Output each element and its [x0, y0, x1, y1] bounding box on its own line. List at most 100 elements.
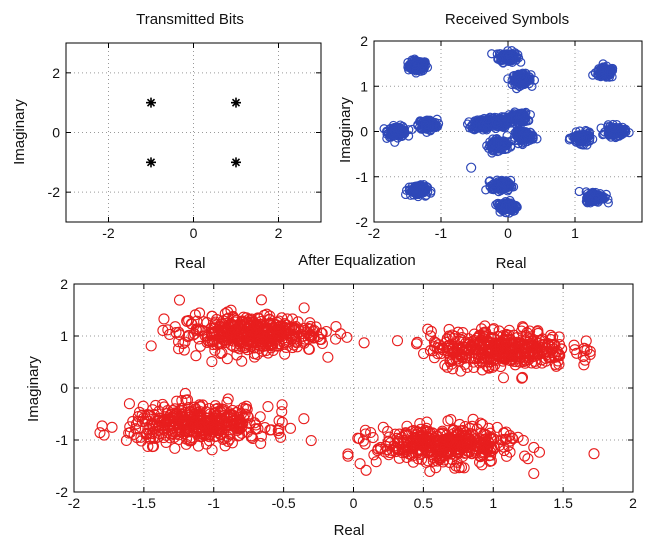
equalized-marker [284, 422, 297, 434]
equalized-marker [178, 344, 190, 356]
y-tick-label: 0 [360, 124, 368, 140]
equalized-marker [457, 450, 469, 462]
x-tick-label: 1 [489, 495, 497, 511]
equalized-marker [584, 348, 596, 361]
equalized-marker [150, 399, 162, 411]
equalized-marker [496, 337, 508, 349]
equalized-marker [357, 435, 369, 447]
equalized-marker [145, 340, 157, 352]
equalized-marker [504, 446, 516, 458]
x-axis-label: Real [496, 255, 527, 272]
equalized-marker [194, 340, 206, 352]
equalized-marker [449, 330, 461, 343]
equalized-marker [458, 462, 470, 474]
equalized-marker [160, 436, 172, 449]
equalized-marker [217, 321, 229, 333]
equalized-marker [219, 335, 231, 347]
equalized-marker [485, 431, 497, 443]
equalized-marker [158, 313, 170, 325]
equalized-marker [191, 315, 203, 327]
equalized-marker [220, 336, 232, 349]
equalized-marker [179, 336, 191, 348]
equalized-marker [183, 314, 195, 327]
symbol-marker [586, 189, 596, 199]
symbol-marker [510, 79, 520, 89]
equalized-marker [330, 321, 342, 333]
equalized-marker [292, 316, 304, 328]
equalized-marker [218, 326, 230, 338]
equalized-marker [164, 328, 176, 341]
equalized-marker [424, 465, 436, 477]
equalized-marker [298, 322, 310, 335]
equalized-marker [196, 412, 208, 424]
symbol-marker [504, 181, 515, 192]
symbol-marker [411, 184, 421, 194]
equalized-marker [269, 331, 281, 343]
symbol-marker [390, 122, 400, 133]
equalized-marker [461, 361, 473, 374]
equalized-marker [124, 421, 136, 433]
x-tick-label: -2 [102, 225, 115, 241]
equalized-marker [519, 348, 531, 360]
equalized-marker [341, 331, 353, 343]
equalized-marker [439, 440, 451, 452]
y-axis-label: Imaginary [11, 99, 28, 165]
equalized-marker [487, 361, 499, 373]
equalized-marker [150, 419, 162, 431]
equalized-marker [249, 329, 261, 341]
equalized-marker [425, 325, 437, 337]
chart-title: Transmitted Bits [136, 11, 244, 28]
equalized-marker [526, 350, 539, 362]
symbol-marker [608, 130, 618, 140]
equalized-marker [194, 399, 206, 411]
equalized-marker [516, 371, 529, 383]
equalized-marker [474, 330, 486, 343]
equalized-marker [153, 405, 165, 417]
equalized-marker [218, 403, 230, 416]
y-axis-label: Imaginary [337, 97, 354, 163]
symbol-marker [481, 185, 491, 195]
equalized-marker [202, 414, 215, 426]
equalized-marker [249, 417, 261, 429]
equalized-marker [412, 426, 424, 439]
equalized-marker [120, 434, 132, 447]
outlier-marker [492, 198, 504, 209]
symbol-marker [599, 66, 609, 76]
equalized-marker [204, 429, 216, 441]
y-tick-label: -1 [356, 169, 369, 185]
equalized-marker [212, 336, 224, 348]
equalized-marker [342, 450, 354, 462]
equalized-marker [247, 432, 259, 445]
x-tick-label: -2 [368, 225, 381, 241]
equalized-marker [154, 420, 166, 432]
equalized-marker [588, 448, 600, 460]
equalized-marker [360, 464, 372, 476]
y-tick-label: -1 [56, 432, 69, 448]
equalized-marker [204, 335, 216, 347]
equalized-marker [231, 349, 243, 361]
equalized-marker [445, 358, 458, 370]
equalized-marker [479, 353, 491, 365]
subplot-3: -2 -1.5 -1 -0.5 0 0.5 1 1.5 2 -2 -1 0 1 2 After Equali… [25, 252, 637, 538]
equalized-marker [522, 453, 534, 465]
symbol-marker [506, 142, 516, 152]
equalized-marker [515, 325, 528, 337]
symbol-marker [415, 65, 425, 75]
symbol-marker [519, 137, 529, 147]
star-marker [231, 157, 241, 168]
equalized-marker [166, 404, 179, 417]
x-tick-label: 1 [571, 225, 579, 241]
equalized-marker [530, 357, 542, 369]
equalized-marker [214, 413, 226, 426]
equalized-marker [298, 302, 310, 314]
equalized-marker [528, 467, 540, 480]
x-tick-label: -2 [68, 495, 81, 511]
symbol-marker [614, 125, 624, 135]
y-tick-label: 1 [60, 328, 68, 344]
equalized-marker [516, 372, 528, 384]
equalized-marker [262, 401, 274, 413]
x-axis-label: Real [175, 255, 206, 272]
equalized-marker [194, 406, 206, 418]
equalized-marker [483, 437, 495, 449]
y-tick-label: 2 [60, 276, 68, 292]
